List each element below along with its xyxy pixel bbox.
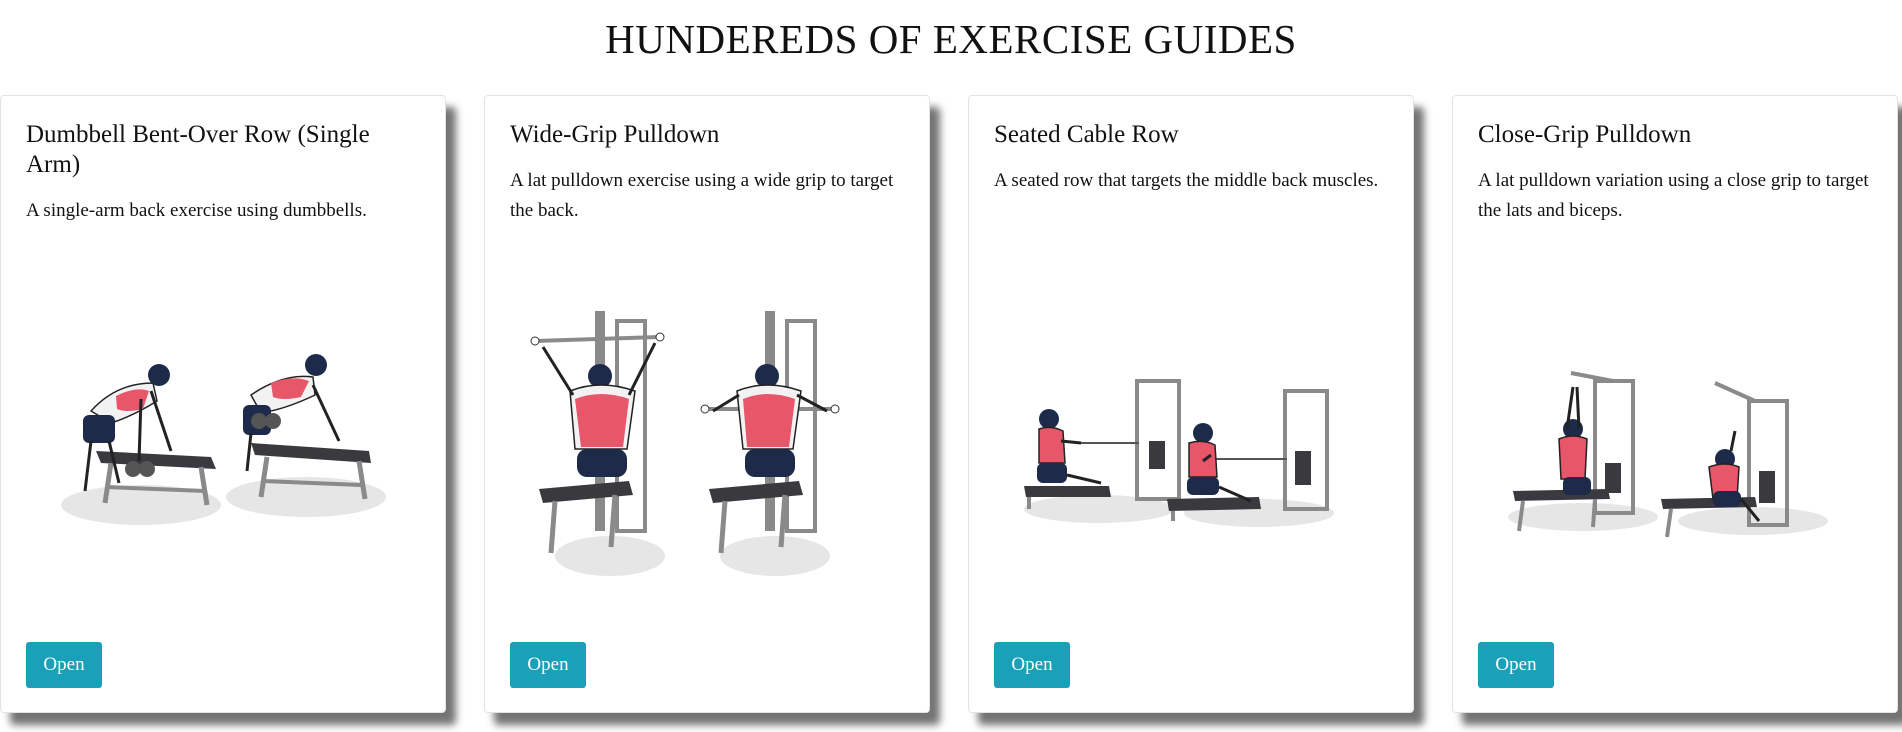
exercise-title: Dumbbell Bent-Over Row (Single Arm) — [26, 121, 370, 178]
wide-grip-pulldown-illustration — [505, 291, 911, 591]
open-button[interactable]: Open — [1478, 642, 1554, 688]
exercise-card: Dumbbell Bent-Over Row (Single Arm) A si… — [0, 95, 446, 713]
exercise-title: Close-Grip Pulldown — [1478, 121, 1692, 148]
close-grip-pulldown-illustration — [1473, 291, 1879, 591]
seated-cable-row-illustration — [989, 291, 1395, 591]
exercise-card-list: Dumbbell Bent-Over Row (Single Arm) A si… — [0, 95, 1902, 715]
exercise-description: A seated row that targets the middle bac… — [994, 170, 1379, 191]
exercise-title: Seated Cable Row — [994, 121, 1179, 148]
exercise-title: Wide-Grip Pulldown — [510, 121, 720, 148]
open-button[interactable]: Open — [510, 642, 586, 688]
open-button[interactable]: Open — [26, 642, 102, 688]
exercise-description: A lat pulldown exercise using a wide gri… — [510, 170, 894, 221]
page-heading: HUNDEREDS OF EXERCISE GUIDES — [605, 16, 1297, 62]
exercise-description: A lat pulldown variation using a close g… — [1478, 170, 1869, 221]
exercise-description: A single-arm back exercise using dumbbel… — [26, 200, 367, 221]
exercise-card: Seated Cable Row A seated row that targe… — [968, 95, 1414, 713]
open-button[interactable]: Open — [994, 642, 1070, 688]
dumbbell-row-illustration — [21, 291, 427, 591]
exercise-card: Close-Grip Pulldown A lat pulldown varia… — [1452, 95, 1898, 713]
exercise-card: Wide-Grip Pulldown A lat pulldown exerci… — [484, 95, 930, 713]
